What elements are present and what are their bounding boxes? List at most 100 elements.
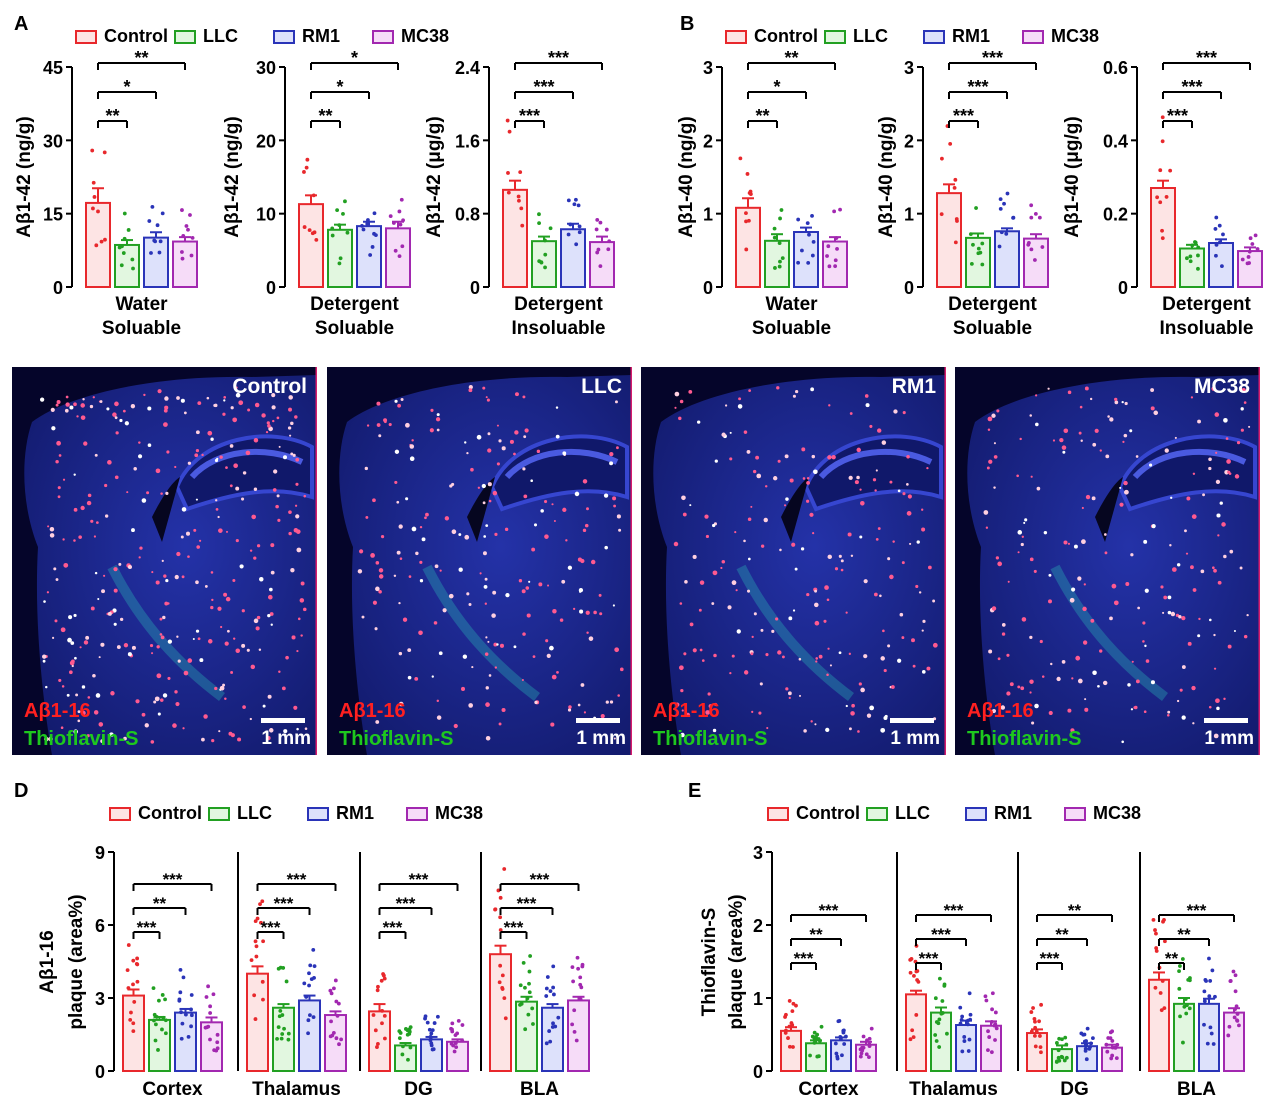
- plaque-dot: [98, 722, 104, 727]
- data-point: [523, 1027, 528, 1032]
- plaque-dot: [58, 454, 62, 457]
- plaque-dot: [679, 399, 684, 404]
- plaque-dot: [295, 529, 301, 534]
- data-point: [1234, 1004, 1239, 1009]
- legend-label-control: Control: [104, 26, 168, 46]
- data-point: [1153, 928, 1157, 932]
- plaque-dot: [921, 508, 924, 511]
- plaque-dot: [583, 711, 587, 714]
- plaque-dot: [296, 547, 302, 553]
- plaque-dot: [1225, 437, 1229, 440]
- plaque-dot: [195, 498, 198, 501]
- y-tick-label: 2: [703, 131, 713, 151]
- legend-swatch-control: [75, 30, 97, 44]
- plaque-dot: [1084, 707, 1089, 712]
- plaque-dot: [174, 574, 179, 580]
- plaque-dot: [713, 702, 718, 706]
- plaque-dot: [183, 670, 189, 676]
- legend-swatch-mc38: [1064, 807, 1086, 821]
- plaque-dot: [484, 652, 489, 656]
- plaque-dot: [788, 616, 793, 621]
- plaque-dot: [577, 703, 581, 707]
- plaque-dot: [409, 456, 415, 462]
- plaque-dot: [107, 611, 112, 616]
- plaque-dot: [151, 652, 154, 655]
- plaque-dot: [261, 413, 266, 418]
- plaque-dot: [1243, 401, 1247, 404]
- plaque-dot: [485, 736, 491, 741]
- plaque-dot: [229, 444, 234, 448]
- data-point: [980, 241, 985, 246]
- plaque-dot: [567, 565, 573, 570]
- plaque-dot: [1123, 433, 1128, 438]
- plaque-dot: [771, 629, 775, 633]
- data-point: [1005, 191, 1010, 196]
- plaque-dot: [434, 564, 439, 569]
- plaque-dot: [95, 693, 101, 698]
- plaque-dot: [277, 518, 281, 522]
- data-point: [126, 943, 131, 947]
- plaque-dot: [219, 685, 225, 691]
- plaque-dot: [233, 463, 238, 469]
- data-point: [1196, 266, 1200, 271]
- stain-label-thioflavin: Thioflavin-S: [967, 728, 1082, 750]
- plaque-dot: [496, 462, 500, 466]
- data-point: [572, 202, 577, 207]
- data-point: [252, 993, 257, 998]
- x-axis-label: Soluable: [953, 318, 1032, 339]
- data-point: [135, 956, 140, 961]
- plaque-dot: [361, 615, 365, 619]
- plaque-dot: [869, 705, 875, 711]
- significance-label: **: [784, 48, 798, 68]
- plaque-dot: [1170, 611, 1176, 617]
- plaque-dot: [795, 389, 799, 394]
- plaque-dot: [522, 395, 526, 399]
- y-tick-label: 0: [904, 278, 914, 298]
- plaque-dot: [172, 723, 177, 728]
- plaque-dot: [987, 416, 993, 422]
- data-point: [1029, 215, 1034, 220]
- plaque-dot: [1213, 633, 1216, 637]
- plaque-dot: [521, 589, 526, 594]
- data-point: [1033, 211, 1038, 216]
- data-point: [155, 223, 160, 228]
- plaque-dot: [288, 395, 293, 400]
- plaque-dot: [791, 542, 796, 547]
- significance-label: ***: [548, 48, 569, 68]
- plaque-dot: [435, 417, 441, 422]
- plaque-dot: [735, 589, 738, 592]
- plaque-dot: [540, 509, 544, 513]
- plaque-dot: [241, 643, 246, 648]
- plaque-dot: [99, 400, 103, 403]
- plaque-dot: [747, 557, 751, 561]
- plaque-dot: [1143, 539, 1148, 544]
- plaque-dot: [526, 613, 531, 618]
- plaque-dot: [187, 555, 190, 558]
- data-point: [1240, 257, 1245, 262]
- micro-panel-llc: LLC Aβ1-16 Thioflavin-S 1 mm: [327, 367, 632, 755]
- plaque-dot: [58, 678, 62, 682]
- plaque-dot: [574, 491, 580, 497]
- plaque-dot: [1006, 653, 1010, 657]
- plaque-dot: [418, 630, 423, 636]
- plaque-dot: [614, 647, 620, 653]
- plaque-dot: [195, 629, 200, 633]
- plaque-dot: [674, 391, 680, 397]
- plaque-dot: [1035, 422, 1039, 427]
- data-point: [968, 1012, 973, 1017]
- plaque-dot: [899, 612, 904, 617]
- plaque-dot: [160, 635, 165, 640]
- plaque-dot: [56, 399, 61, 404]
- data-point: [1228, 979, 1233, 983]
- plaque-dot: [101, 589, 106, 594]
- data-point: [131, 982, 135, 987]
- plaque-dot: [82, 398, 85, 401]
- plaque-dot: [207, 639, 213, 644]
- plaque-dot: [245, 450, 251, 456]
- data-point: [92, 195, 97, 199]
- plaque-dot: [266, 421, 270, 425]
- data-point: [790, 1023, 795, 1027]
- plaque-dot: [701, 659, 705, 662]
- data-point: [451, 1043, 456, 1048]
- plaque-dot: [130, 403, 136, 409]
